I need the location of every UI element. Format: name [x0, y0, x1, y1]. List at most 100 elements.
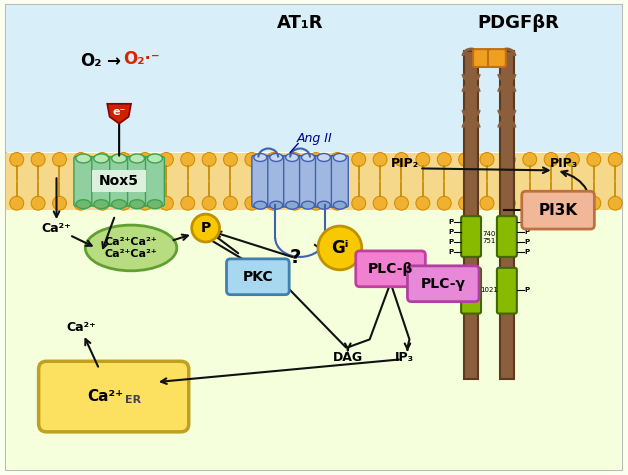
Circle shape [437, 196, 451, 210]
Circle shape [117, 196, 131, 210]
FancyBboxPatch shape [497, 268, 517, 314]
Circle shape [192, 214, 220, 242]
Text: Ca²⁺: Ca²⁺ [67, 321, 96, 334]
Text: Ca²⁺Ca²⁺
Ca²⁺Ca²⁺: Ca²⁺Ca²⁺ Ca²⁺Ca²⁺ [105, 237, 158, 259]
Circle shape [566, 152, 580, 166]
Circle shape [31, 196, 45, 210]
FancyBboxPatch shape [227, 259, 289, 294]
Text: P: P [524, 287, 529, 293]
Ellipse shape [286, 201, 298, 209]
Circle shape [437, 152, 451, 166]
Text: Ca²⁺: Ca²⁺ [88, 389, 124, 404]
Circle shape [352, 152, 365, 166]
Circle shape [74, 196, 88, 210]
Ellipse shape [318, 201, 330, 209]
Text: P: P [524, 229, 529, 235]
Bar [500, 51, 514, 379]
Circle shape [10, 152, 24, 166]
Circle shape [117, 152, 131, 166]
Text: P: P [448, 219, 454, 225]
Text: Nox5: Nox5 [99, 174, 139, 188]
Text: O₂·⁻: O₂·⁻ [122, 50, 160, 68]
FancyBboxPatch shape [127, 156, 146, 206]
Circle shape [373, 196, 387, 210]
Ellipse shape [301, 153, 315, 162]
Text: e⁻: e⁻ [112, 107, 126, 117]
Ellipse shape [112, 154, 127, 163]
Circle shape [587, 152, 601, 166]
Circle shape [138, 196, 152, 210]
Text: O₂: O₂ [80, 52, 102, 70]
Text: P: P [448, 239, 454, 245]
Text: ?: ? [290, 248, 301, 267]
Text: PDGFβR: PDGFβR [478, 14, 560, 32]
Ellipse shape [254, 201, 267, 209]
Circle shape [522, 196, 537, 210]
Circle shape [566, 196, 580, 210]
Circle shape [544, 196, 558, 210]
Circle shape [373, 152, 387, 166]
Text: DAG: DAG [333, 351, 363, 364]
FancyBboxPatch shape [268, 155, 284, 207]
Ellipse shape [85, 225, 177, 271]
Circle shape [330, 196, 344, 210]
Circle shape [245, 196, 259, 210]
Circle shape [522, 152, 537, 166]
Circle shape [138, 152, 152, 166]
FancyBboxPatch shape [38, 361, 189, 432]
Text: PLC-γ: PLC-γ [421, 277, 466, 291]
FancyBboxPatch shape [252, 155, 269, 207]
Circle shape [224, 152, 237, 166]
Circle shape [288, 196, 301, 210]
Bar [6, 152, 622, 210]
Circle shape [394, 196, 408, 210]
FancyBboxPatch shape [92, 156, 111, 206]
FancyBboxPatch shape [473, 49, 491, 67]
Bar [6, 5, 622, 152]
Circle shape [587, 196, 601, 210]
Circle shape [501, 152, 516, 166]
Circle shape [609, 196, 622, 210]
Text: ER: ER [126, 395, 142, 405]
Ellipse shape [301, 201, 315, 209]
Circle shape [160, 196, 173, 210]
Text: P: P [448, 229, 454, 235]
Bar [6, 210, 622, 470]
FancyBboxPatch shape [315, 155, 332, 207]
Text: PI3K: PI3K [538, 203, 578, 218]
Text: Gⁱ: Gⁱ [331, 239, 349, 257]
FancyBboxPatch shape [146, 156, 165, 206]
Circle shape [266, 196, 280, 210]
Text: →: → [106, 52, 120, 70]
FancyBboxPatch shape [284, 155, 301, 207]
FancyBboxPatch shape [300, 155, 317, 207]
FancyBboxPatch shape [110, 156, 129, 206]
Ellipse shape [148, 154, 163, 163]
FancyBboxPatch shape [332, 155, 349, 207]
Circle shape [609, 152, 622, 166]
Ellipse shape [333, 153, 346, 162]
FancyBboxPatch shape [74, 156, 93, 206]
Ellipse shape [129, 200, 144, 209]
Ellipse shape [270, 201, 283, 209]
Circle shape [95, 152, 109, 166]
Text: 740
751: 740 751 [482, 230, 495, 244]
FancyBboxPatch shape [355, 251, 425, 287]
Circle shape [309, 196, 323, 210]
Circle shape [202, 196, 216, 210]
Circle shape [74, 152, 88, 166]
Text: PIP₂: PIP₂ [391, 157, 418, 170]
Ellipse shape [129, 154, 144, 163]
Text: AT₁R: AT₁R [277, 14, 323, 32]
Text: P: P [448, 249, 454, 255]
Text: P: P [200, 221, 211, 235]
Circle shape [224, 196, 237, 210]
Ellipse shape [76, 200, 91, 209]
Circle shape [266, 152, 280, 166]
Circle shape [53, 152, 67, 166]
Text: PKC: PKC [242, 270, 273, 284]
Text: P: P [524, 249, 529, 255]
Circle shape [318, 226, 362, 270]
Circle shape [416, 196, 430, 210]
FancyBboxPatch shape [408, 266, 479, 302]
